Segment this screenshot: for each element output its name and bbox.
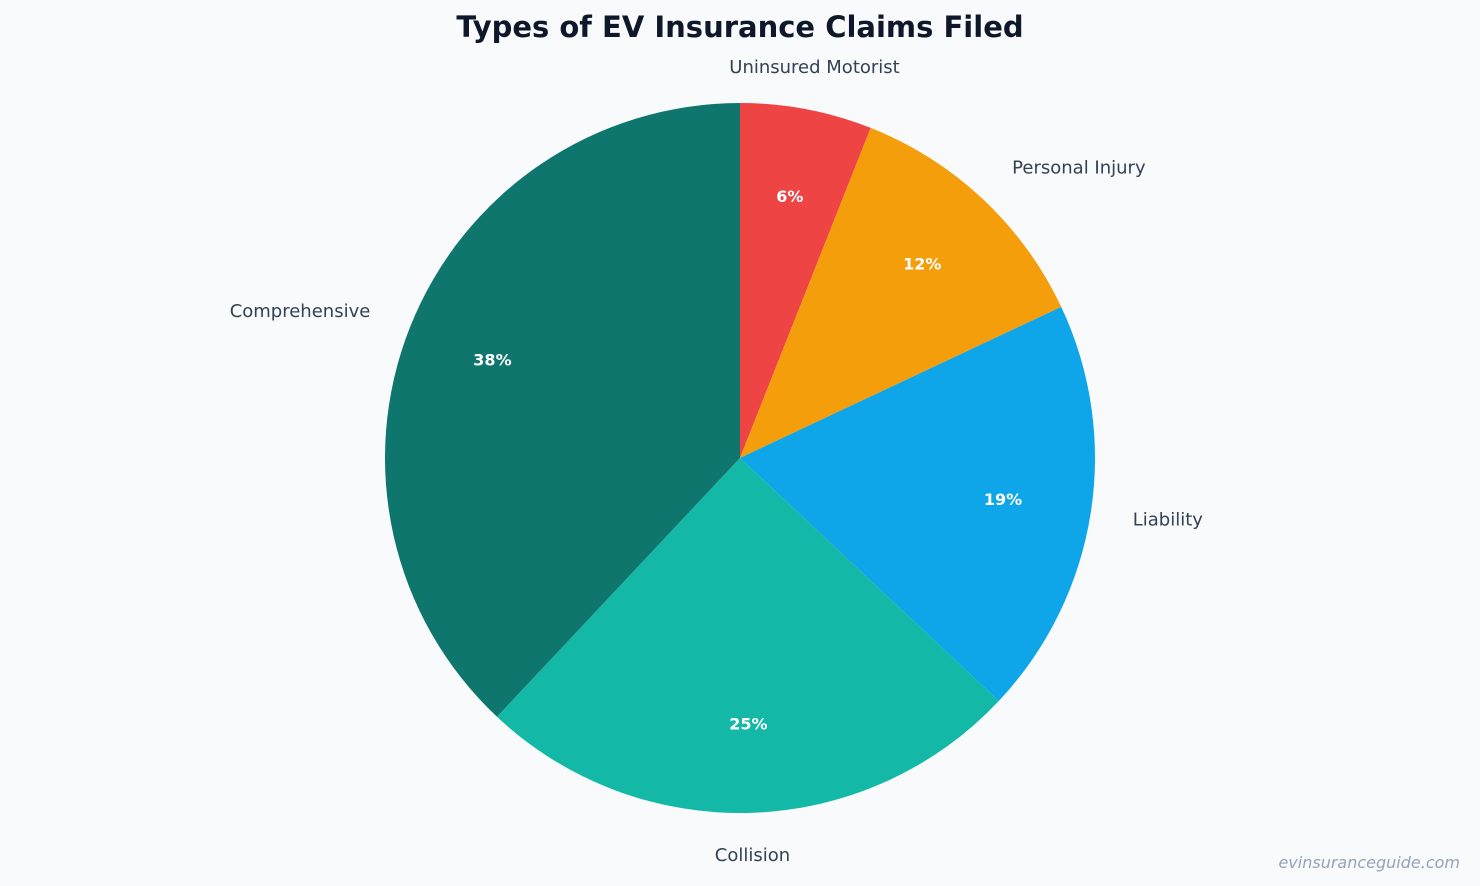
category-label-collision: Collision	[715, 845, 790, 866]
category-label-liability: Liability	[1133, 510, 1204, 531]
percent-label-uninsured-motorist: 6%	[776, 187, 803, 206]
category-labels: Uninsured Motorist Personal Injury Liabili…	[230, 57, 1204, 866]
category-label-personal-injury: Personal Injury	[1012, 158, 1146, 179]
pie-slice-uninsured-motorist	[740, 103, 871, 458]
category-label-comprehensive: Comprehensive	[230, 301, 371, 322]
category-label-uninsured-motorist: Uninsured Motorist	[729, 57, 899, 78]
pie-slices	[385, 103, 1095, 813]
percent-labels: 6% 12% 19% 25% 38%	[473, 187, 1022, 734]
pie-slice-personal-injury	[740, 127, 1062, 458]
percent-label-comprehensive: 38%	[473, 350, 511, 369]
chart-title: Types of EV Insurance Claims Filed	[456, 10, 1023, 44]
pie-slice-comprehensive	[385, 103, 740, 717]
pie-slice-liability	[740, 306, 1095, 702]
pie-slice-collision	[496, 458, 999, 813]
watermark: evinsuranceguide.com	[1278, 853, 1460, 872]
percent-label-collision: 25%	[729, 715, 767, 734]
percent-label-personal-injury: 12%	[903, 254, 941, 273]
percent-label-liability: 19%	[984, 490, 1022, 509]
